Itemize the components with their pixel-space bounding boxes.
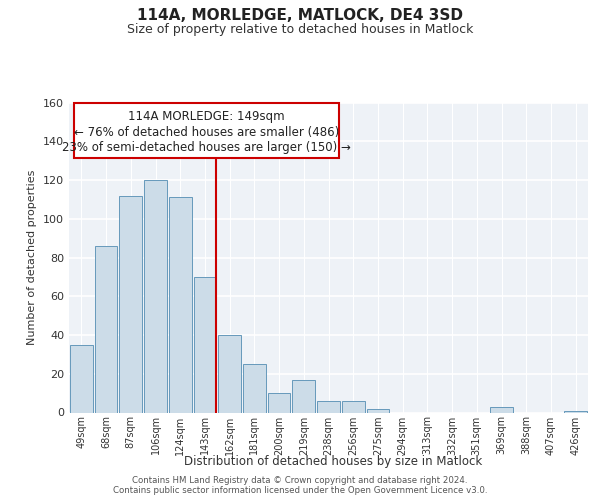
Text: ← 76% of detached houses are smaller (486): ← 76% of detached houses are smaller (48… [74,126,339,139]
Bar [342,401,365,412]
Bar [292,380,315,412]
Bar [95,246,118,412]
Bar [194,277,216,412]
Bar [564,410,587,412]
Bar [367,408,389,412]
Text: Size of property relative to detached houses in Matlock: Size of property relative to detached ho… [127,22,473,36]
Bar [490,406,513,412]
Text: 23% of semi-detached houses are larger (150) →: 23% of semi-detached houses are larger (… [62,142,351,154]
Text: 114A MORLEDGE: 149sqm: 114A MORLEDGE: 149sqm [128,110,285,124]
Text: 114A, MORLEDGE, MATLOCK, DE4 3SD: 114A, MORLEDGE, MATLOCK, DE4 3SD [137,8,463,22]
Bar [70,344,93,412]
Bar [144,180,167,412]
Bar [119,196,142,412]
Y-axis label: Number of detached properties: Number of detached properties [28,170,37,345]
Bar [169,198,191,412]
Text: Contains HM Land Registry data © Crown copyright and database right 2024.: Contains HM Land Registry data © Crown c… [132,476,468,485]
Text: Contains public sector information licensed under the Open Government Licence v3: Contains public sector information licen… [113,486,487,495]
Bar [317,401,340,412]
Bar [218,335,241,412]
Bar [243,364,266,412]
Text: Distribution of detached houses by size in Matlock: Distribution of detached houses by size … [184,454,482,468]
FancyBboxPatch shape [74,102,339,158]
Bar [268,393,290,412]
